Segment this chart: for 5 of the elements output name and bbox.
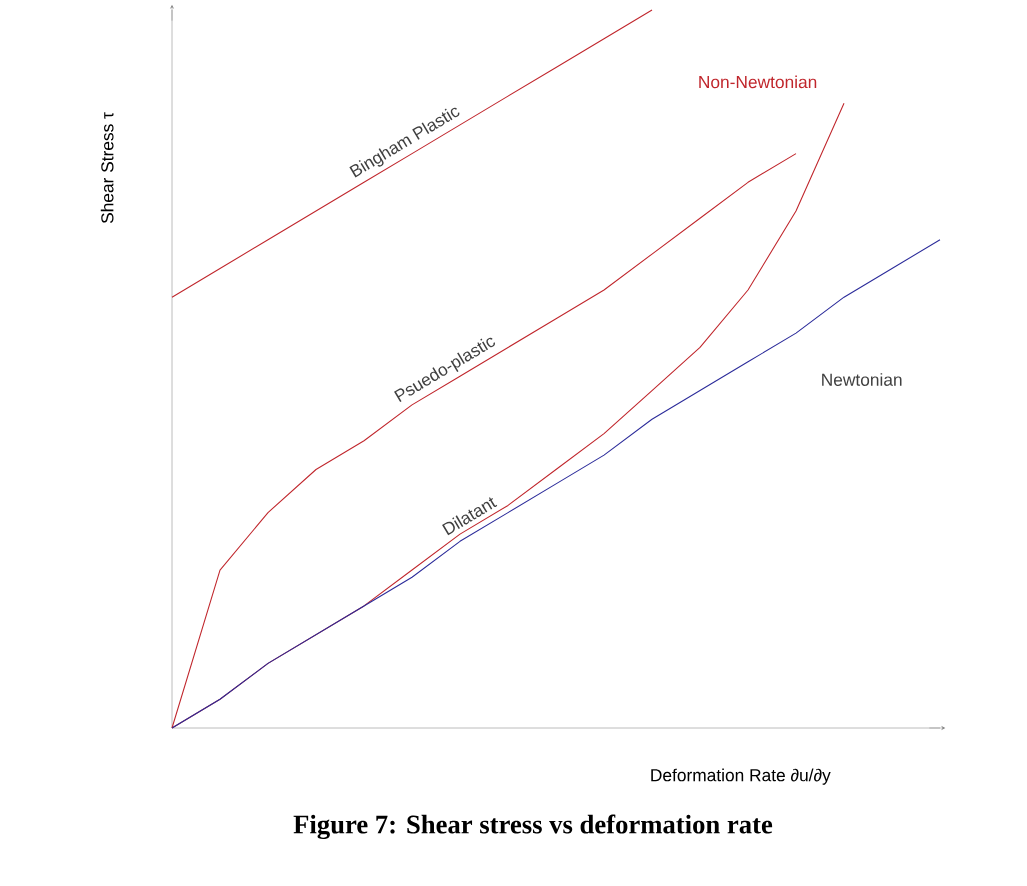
- x-axis-title: Deformation Rate ∂u/∂y: [651, 768, 831, 785]
- text: Newtonian: [822, 373, 902, 386]
- annotation: Non-Newtonian: [699, 75, 817, 89]
- y-axis-title: Shear Stress τ: [100, 112, 114, 224]
- text: Figure 7: Shear stress vs deformation rate: [293, 814, 773, 840]
